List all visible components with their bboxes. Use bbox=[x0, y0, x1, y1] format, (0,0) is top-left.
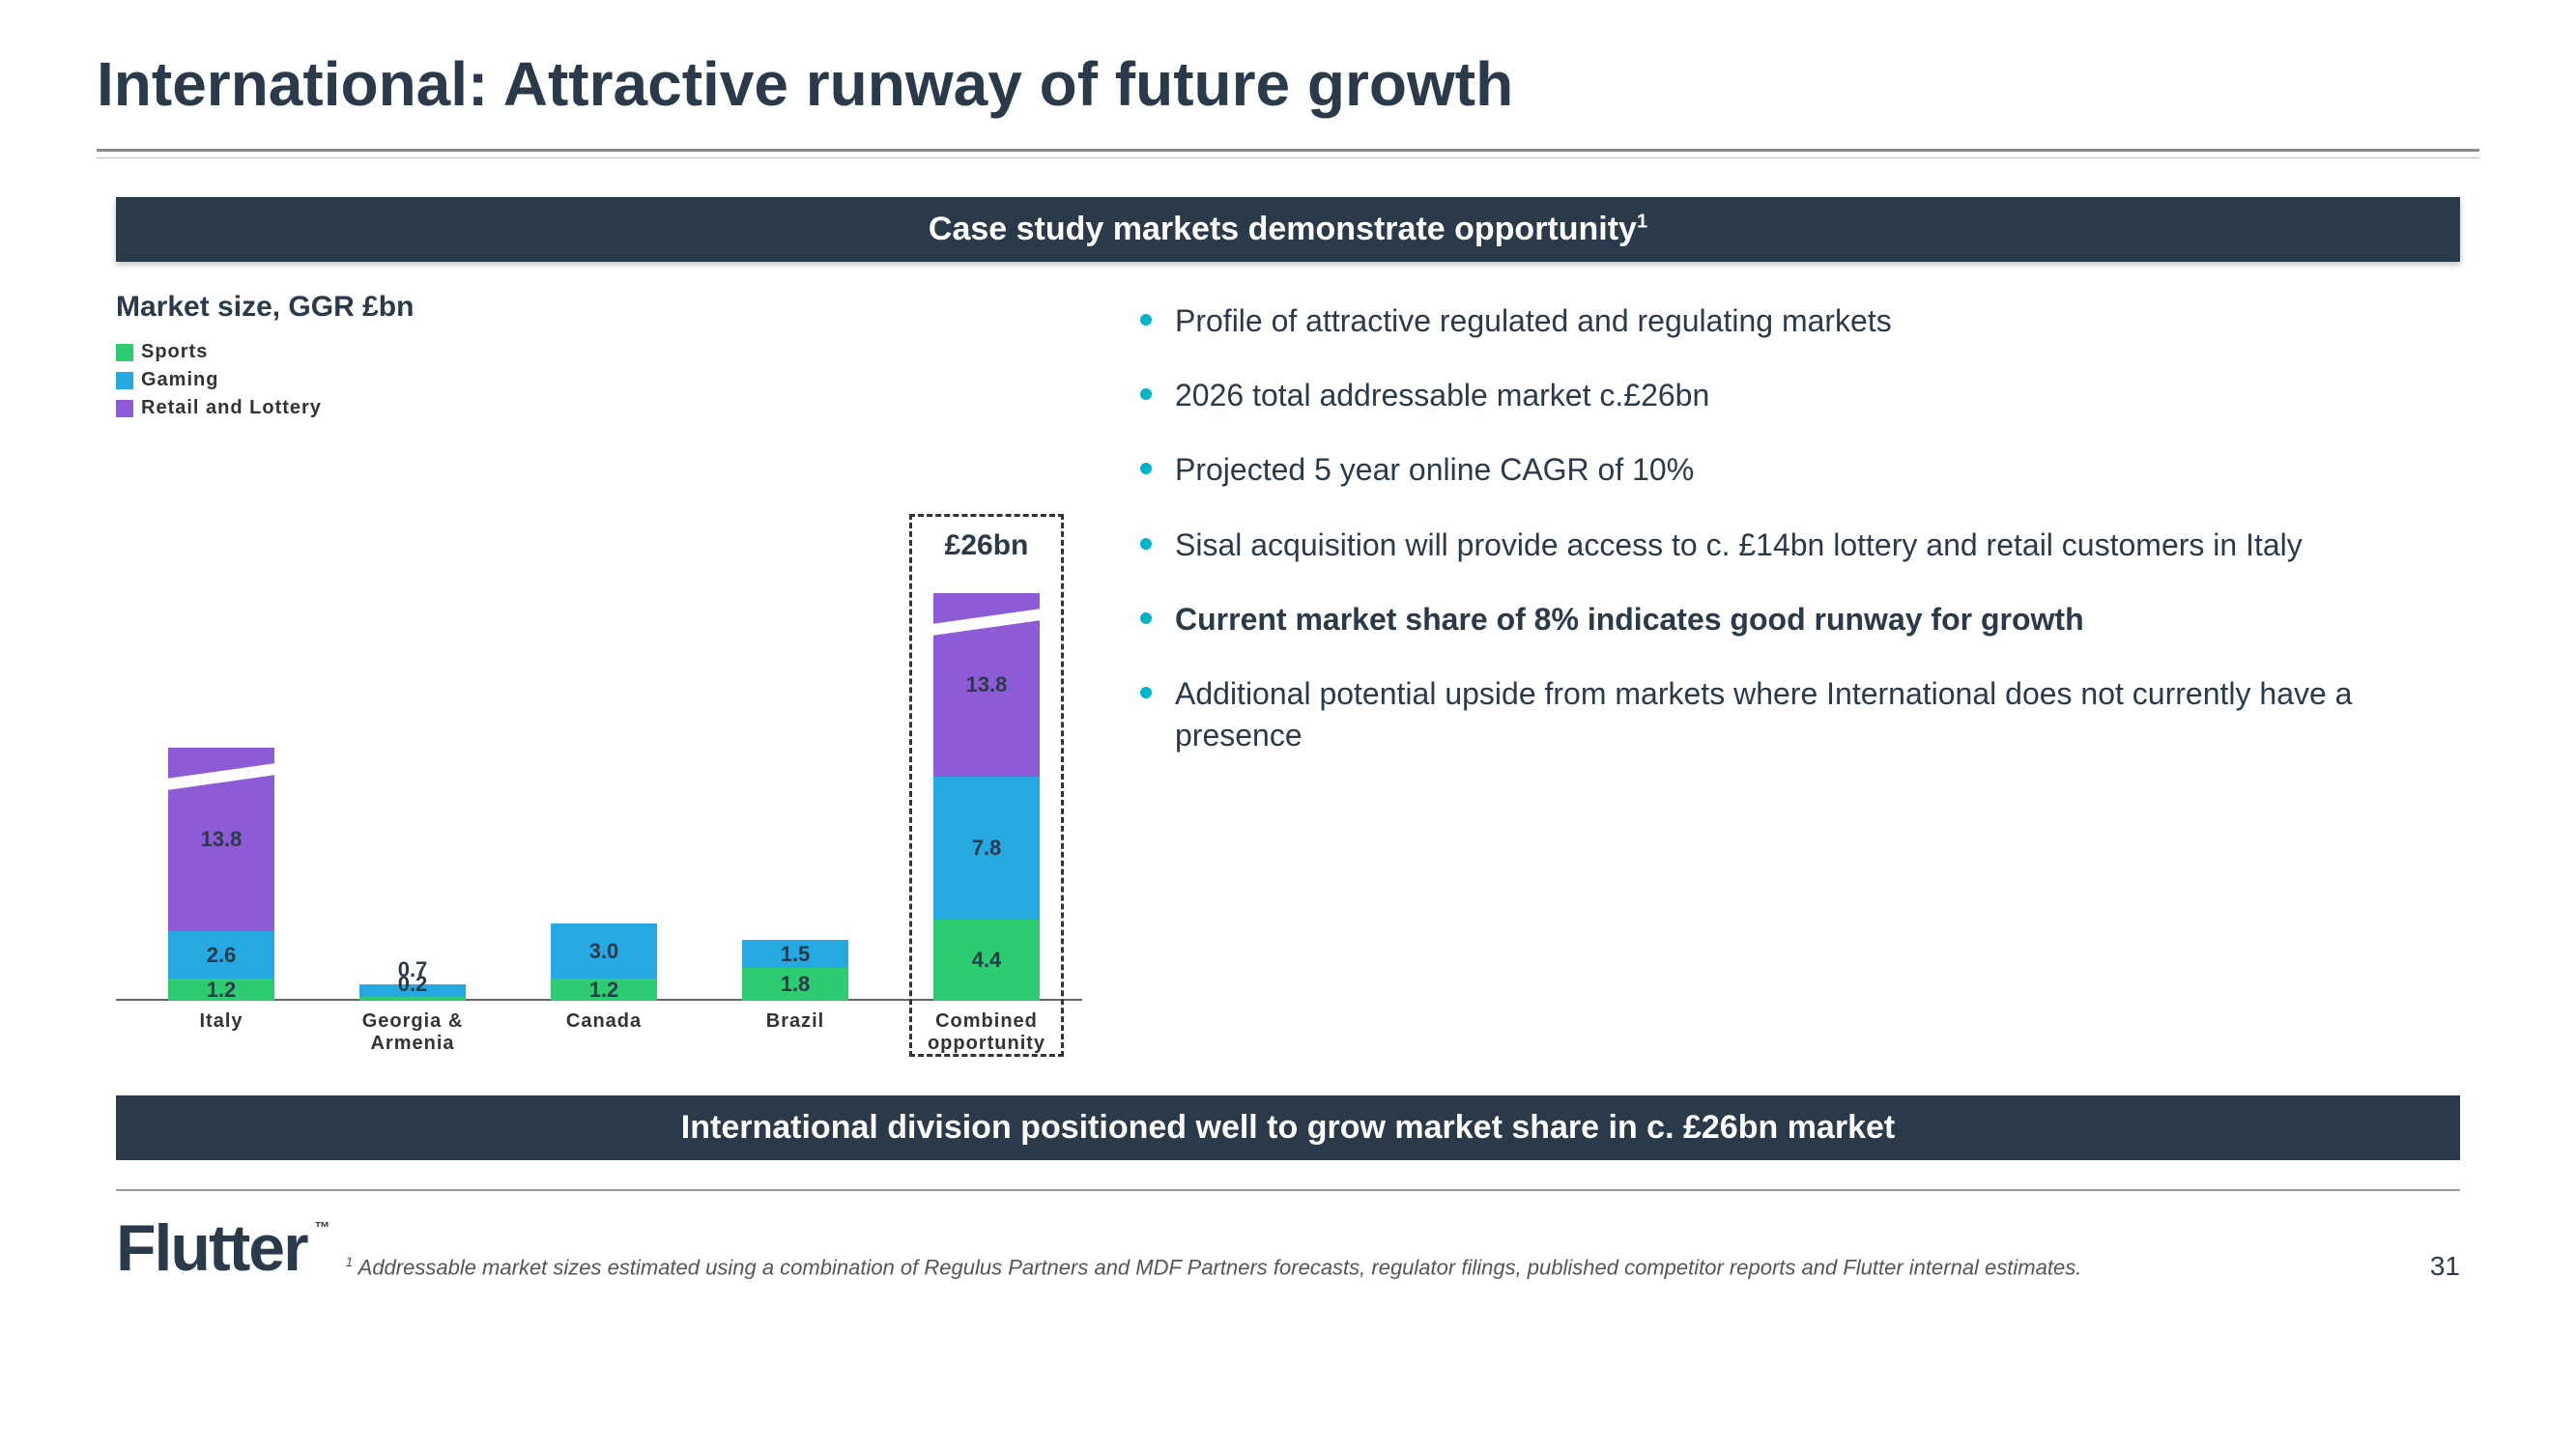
bar-slot: 3.0 1.2 Canada bbox=[508, 439, 700, 1057]
bar-stack: 1.51.8 bbox=[742, 940, 848, 1001]
bullet-text: Current market share of 8% indicates goo… bbox=[1175, 599, 2084, 640]
category-label: Canada bbox=[566, 1010, 642, 1057]
bullet-text: Profile of attractive regulated and regu… bbox=[1175, 300, 1892, 342]
bar-stack: 13.8 7.8 4.4 bbox=[933, 593, 1040, 1001]
chart-title: Market size, GGR £bn bbox=[116, 291, 1082, 324]
bullet-item: Current market share of 8% indicates goo… bbox=[1140, 599, 2460, 640]
category-label: Brazil bbox=[766, 1010, 824, 1057]
bar-slot: 0.70.2Georgia &Armenia bbox=[317, 439, 508, 1057]
chart-area: 13.82.61.2Italy0.70.2Georgia &Armenia3.0… bbox=[116, 439, 1082, 1057]
footnote: 1 Addressable market sizes estimated usi… bbox=[346, 1254, 2391, 1286]
bullet-text: Sisal acquisition will provide access to… bbox=[1175, 525, 2303, 566]
bar-segment-value: 13.8 bbox=[201, 827, 243, 852]
divider-top bbox=[97, 149, 2479, 152]
legend-item: Gaming bbox=[116, 369, 1082, 391]
bar-segment: 1.2 bbox=[168, 979, 274, 1001]
bar-segment-value: 1.2 bbox=[589, 978, 619, 1003]
combined-total-label: £26bn bbox=[945, 529, 1029, 562]
bar-segment: 13.8 bbox=[933, 593, 1040, 777]
bar-segment: 1.2 bbox=[551, 979, 657, 1001]
chart-legend: Sports Gaming Retail and Lottery bbox=[116, 341, 1082, 419]
bar-segment: 0.7 bbox=[359, 984, 466, 997]
axis-break-icon bbox=[928, 609, 1045, 637]
legend-swatch bbox=[116, 400, 133, 417]
bar-segment: 1.5 bbox=[742, 940, 848, 968]
footer-divider bbox=[116, 1189, 2460, 1191]
top-banner: Case study markets demonstrate opportuni… bbox=[116, 197, 2460, 262]
bar-segment: 2.6 bbox=[168, 931, 274, 979]
bullet-item: Additional potential upside from markets… bbox=[1140, 673, 2460, 756]
bullet-dot-icon bbox=[1140, 538, 1152, 550]
category-label: Italy bbox=[199, 1010, 243, 1057]
brand-logo: Flutter bbox=[116, 1210, 307, 1286]
bullet-dot-icon bbox=[1140, 612, 1152, 624]
bar-segment: 3.0 bbox=[551, 923, 657, 979]
top-banner-text: Case study markets demonstrate opportuni… bbox=[929, 211, 1637, 247]
legend-item: Retail and Lottery bbox=[116, 397, 1082, 419]
bar-segment-value: 13.8 bbox=[966, 672, 1008, 697]
category-label: Georgia &Armenia bbox=[362, 1010, 464, 1057]
bullet-list: Profile of attractive regulated and regu… bbox=[1140, 300, 2460, 756]
legend-label: Retail and Lottery bbox=[141, 397, 322, 419]
axis-break-icon bbox=[162, 762, 280, 790]
top-banner-sup: 1 bbox=[1637, 212, 1647, 233]
legend-label: Sports bbox=[141, 341, 208, 363]
category-label: Combinedopportunity bbox=[928, 1010, 1045, 1057]
bullet-dot-icon bbox=[1140, 388, 1152, 400]
bar-stack: 0.70.2 bbox=[359, 984, 466, 1001]
bullet-item: Sisal acquisition will provide access to… bbox=[1140, 525, 2460, 566]
bar-segment-value: 4.4 bbox=[972, 948, 1002, 973]
bar-segment-value: 7.8 bbox=[972, 836, 1002, 861]
bottom-banner: International division positioned well t… bbox=[116, 1095, 2460, 1160]
bar-segment-value: 0.7 bbox=[398, 957, 428, 982]
legend-item: Sports bbox=[116, 341, 1082, 363]
bar-segment: 1.8 bbox=[742, 968, 848, 1001]
bar-slot: 13.8 2.6 1.2 Italy bbox=[126, 439, 317, 1057]
bar-segment-value: 1.8 bbox=[781, 972, 811, 997]
legend-label: Gaming bbox=[141, 369, 218, 391]
footnote-text: Addressable market sizes estimated using… bbox=[353, 1255, 2081, 1279]
bullet-dot-icon bbox=[1140, 687, 1152, 698]
content-row: Market size, GGR £bn Sports Gaming Retail … bbox=[116, 291, 2460, 1057]
chart-panel: Market size, GGR £bn Sports Gaming Retail … bbox=[116, 291, 1082, 1057]
bar-segment-value: 1.5 bbox=[781, 942, 811, 967]
legend-swatch bbox=[116, 372, 133, 389]
bar-segment-value: 3.0 bbox=[589, 939, 619, 964]
bullet-dot-icon bbox=[1140, 314, 1152, 326]
bar-slot: £26bn 13.8 7.8 4.4 Combinedopportunity bbox=[891, 439, 1082, 1057]
bar-stack: 13.8 2.6 1.2 bbox=[168, 748, 274, 1001]
bullet-text: Projected 5 year online CAGR of 10% bbox=[1175, 449, 1694, 491]
bullet-text: Additional potential upside from markets… bbox=[1175, 673, 2460, 756]
bar-segment-value: 1.2 bbox=[207, 978, 237, 1003]
bar-slot: 1.51.8Brazil bbox=[700, 439, 891, 1057]
bar-segment: 0.2 bbox=[359, 997, 466, 1001]
bar-segment-value: 2.6 bbox=[207, 943, 237, 968]
bullet-item: 2026 total addressable market c.£26bn bbox=[1140, 375, 2460, 416]
page-number: 31 bbox=[2430, 1251, 2460, 1286]
bullet-text: 2026 total addressable market c.£26bn bbox=[1175, 375, 1709, 416]
bullet-dot-icon bbox=[1140, 463, 1152, 474]
divider-mid bbox=[97, 157, 2479, 158]
bullet-item: Profile of attractive regulated and regu… bbox=[1140, 300, 2460, 342]
bar-segment: 7.8 bbox=[933, 777, 1040, 920]
bar-stack: 3.0 1.2 bbox=[551, 923, 657, 1001]
bullet-item: Projected 5 year online CAGR of 10% bbox=[1140, 449, 2460, 491]
bar-segment: 4.4 bbox=[933, 920, 1040, 1001]
footer: Flutter 1 Addressable market sizes estim… bbox=[116, 1210, 2460, 1286]
legend-swatch bbox=[116, 344, 133, 361]
bar-segment: 13.8 bbox=[168, 748, 274, 931]
slide-title: International: Attractive runway of futu… bbox=[97, 48, 2479, 120]
bullets-panel: Profile of attractive regulated and regu… bbox=[1140, 291, 2460, 1057]
